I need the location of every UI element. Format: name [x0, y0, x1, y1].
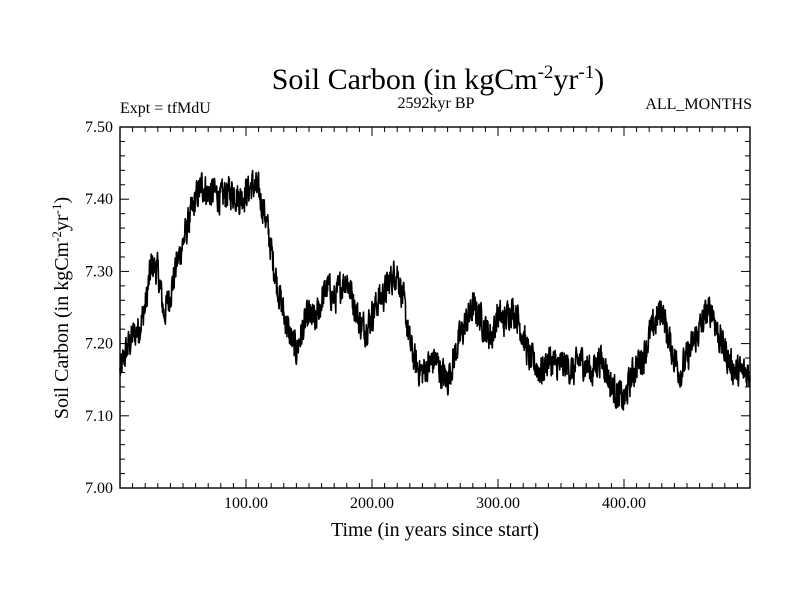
x-tick-label: 200.00	[350, 495, 394, 512]
x-tick-label: 100.00	[224, 495, 268, 512]
y-tick-label: 7.10	[85, 408, 113, 425]
plot-area-frame	[119, 126, 751, 489]
chart-title: Soil Carbon (in kgCm-2yr-1)	[272, 62, 605, 96]
y-tick-label: 7.50	[85, 119, 113, 136]
y-tick-label: 7.20	[85, 336, 113, 353]
x-tick-label: 400.00	[602, 495, 646, 512]
soil-carbon-series-line	[119, 169, 751, 411]
y-axis-label: Soil Carbon (in kgCm-2yr-1)	[49, 197, 73, 419]
ticks-layer: 100.00 200.00 300.00 400.00 7.00 7.10 7.20 7.30…	[85, 119, 750, 512]
y-tick-label: 7.30	[85, 263, 113, 280]
experiment-label: Expt = tfMdU	[120, 100, 211, 117]
y-tick-label: 7.00	[85, 480, 113, 497]
y-tick-label: 7.40	[85, 191, 113, 208]
months-label: ALL_MONTHS	[645, 96, 752, 113]
x-axis-label: Time (in years since start)	[331, 519, 539, 541]
period-label: 2592kyr BP	[398, 95, 475, 112]
x-tick-label: 300.00	[476, 495, 520, 512]
